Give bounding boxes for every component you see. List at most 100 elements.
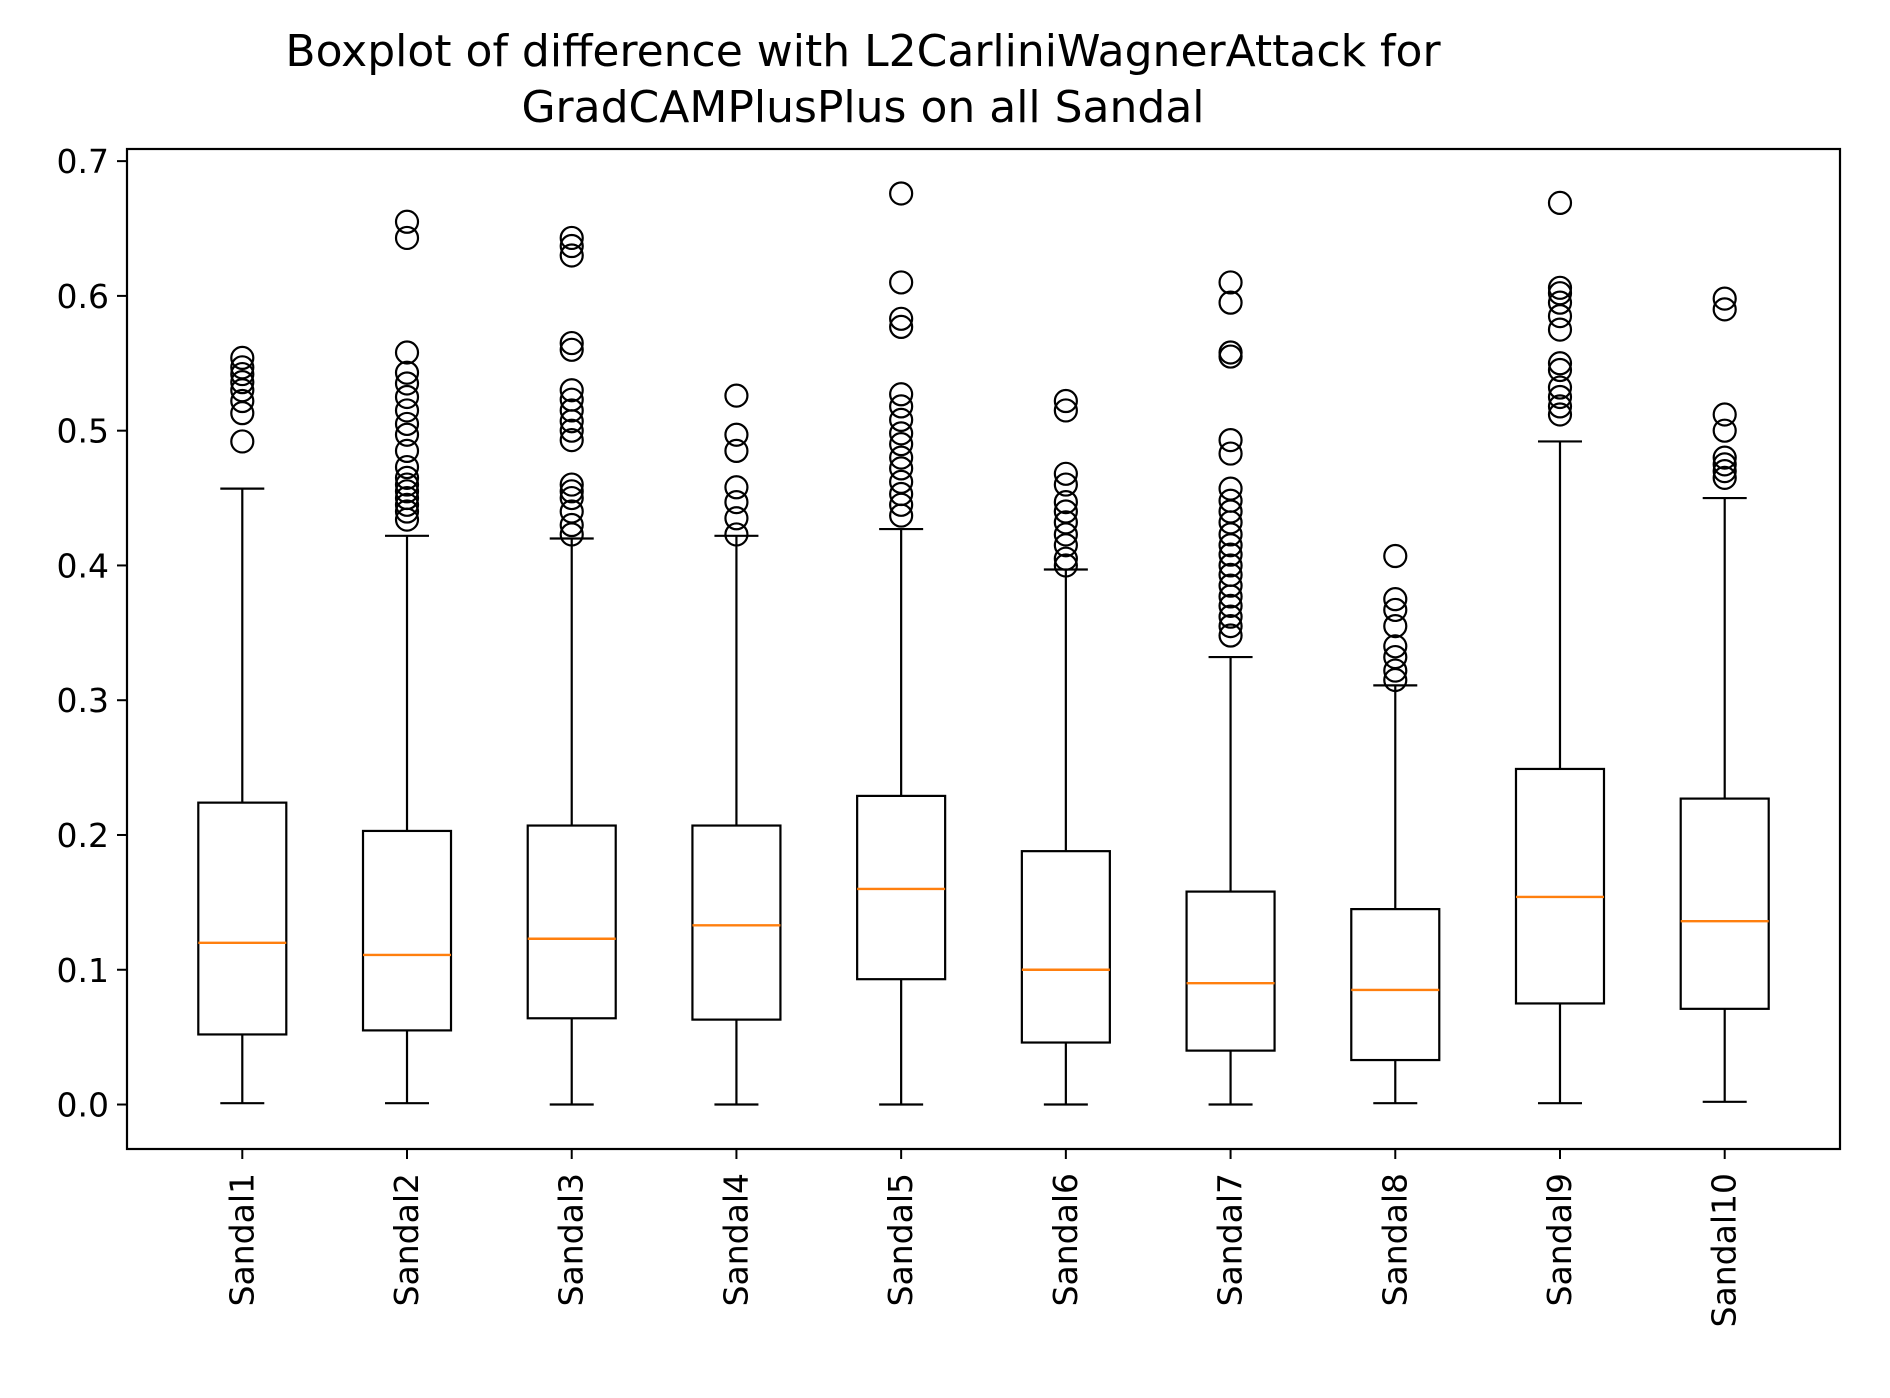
outlier-point [1218, 613, 1243, 639]
outlier-point [559, 378, 584, 403]
iqr-box [1679, 797, 1770, 1010]
outlier-point [889, 394, 914, 419]
x-axis: Sandal1 Sandal2 Sandal3 Sandal4 Sandal5 Sanda… [222, 1149, 1744, 1327]
outlier-point [230, 429, 255, 454]
x-tick-label: Sandal8 [1375, 1173, 1414, 1306]
iqr-box [1020, 850, 1111, 1044]
chart-title-line-2: GradCAMPlusPlus on all Sandal [521, 82, 1204, 133]
outlier-point [559, 225, 584, 251]
outlier-point [1218, 476, 1243, 501]
outlier-point [724, 438, 749, 463]
outlier-point [559, 428, 584, 453]
y-tick-label: 0.4 [57, 546, 109, 585]
outlier-point [1053, 510, 1078, 535]
outlier-point [1712, 465, 1737, 490]
outlier-point [559, 243, 584, 268]
outlier-point [1547, 290, 1573, 315]
outlier-point [230, 388, 255, 414]
outlier-point [1547, 281, 1573, 306]
outlier-point [889, 421, 914, 446]
outlier-point [559, 337, 584, 362]
outlier-point [1053, 499, 1078, 524]
y-tick-label: 0.3 [57, 681, 109, 720]
outlier-point [230, 370, 255, 395]
y-axis: 0.0 0.1 0.2 0.3 0.4 0.5 0.6 0.7 [57, 142, 127, 1125]
outlier-point [1547, 375, 1573, 400]
outlier-point [889, 432, 914, 457]
outlier-point [1547, 190, 1573, 216]
outlier-point [1218, 593, 1243, 618]
y-tick-label: 0.5 [57, 412, 109, 451]
outlier-point [1218, 573, 1243, 598]
outlier-point [1383, 634, 1408, 659]
outlier-point [1383, 587, 1408, 612]
outlier-point [230, 355, 255, 380]
outlier-point [889, 314, 914, 339]
y-tick-label: 0.7 [57, 142, 109, 181]
outlier-point [559, 387, 584, 412]
outlier-point [394, 384, 420, 410]
outlier-point [1218, 428, 1243, 453]
outlier-point [394, 225, 420, 251]
y-tick-label: 0.6 [57, 277, 109, 316]
outlier-point [1547, 384, 1573, 410]
outlier-point [724, 475, 749, 500]
outlier-point [889, 445, 914, 470]
iqr-box [197, 801, 288, 1036]
outlier-point [1712, 452, 1737, 477]
outlier-point [1053, 553, 1078, 578]
outlier-point [1712, 286, 1737, 311]
x-tick-label: Sandal2 [387, 1173, 426, 1306]
iqr-box [1350, 908, 1441, 1062]
outlier-point [889, 382, 914, 407]
y-tick-label: 0.1 [57, 951, 109, 990]
x-tick-label: Sandal5 [881, 1173, 920, 1306]
x-tick-label: Sandal9 [1540, 1173, 1579, 1306]
outlier-point [394, 454, 420, 480]
iqr-box [1185, 890, 1276, 1052]
outlier-point [1053, 461, 1078, 486]
outlier-point [889, 481, 914, 507]
outlier-point [724, 489, 749, 515]
outlier-point [724, 422, 749, 447]
outlier-point [1218, 488, 1243, 513]
outlier-point [559, 233, 584, 259]
outlier-point [394, 360, 420, 385]
x-tick-label: Sandal4 [716, 1173, 755, 1306]
x-tick-label: Sandal3 [552, 1173, 591, 1306]
chart-title-line-1: Boxplot of difference with L2CarliniWagn… [285, 26, 1441, 77]
outlier-point [889, 181, 914, 206]
outlier-point [889, 456, 914, 481]
outlier-point [724, 506, 749, 531]
outlier-point [889, 270, 914, 295]
outlier-point [1053, 546, 1078, 571]
outlier-point [1053, 489, 1078, 515]
outlier-point [394, 422, 420, 447]
outlier-point [1218, 290, 1243, 315]
outlier-point [559, 485, 584, 511]
box-group [361, 209, 453, 1105]
outlier-point [559, 472, 584, 497]
outlier-point [1383, 644, 1408, 670]
box-group [526, 225, 617, 1106]
box-group [1020, 388, 1111, 1106]
outlier-point [1547, 357, 1573, 383]
iqr-box [526, 824, 617, 1020]
outlier-point [1547, 351, 1573, 376]
outlier-point [230, 345, 255, 370]
iqr-box [1514, 767, 1606, 1005]
outlier-point [1547, 402, 1573, 427]
outlier-point [394, 340, 420, 365]
outlier-point [394, 411, 420, 437]
outlier-point [394, 209, 420, 234]
box-group [691, 383, 782, 1106]
outlier-point [394, 398, 420, 423]
x-tick-label: Sandal6 [1046, 1173, 1085, 1306]
outlier-point [1053, 398, 1078, 423]
box-group [856, 181, 947, 1106]
outlier-point [1712, 402, 1737, 427]
outlier-point [1218, 340, 1243, 365]
outlier-point [559, 512, 584, 538]
